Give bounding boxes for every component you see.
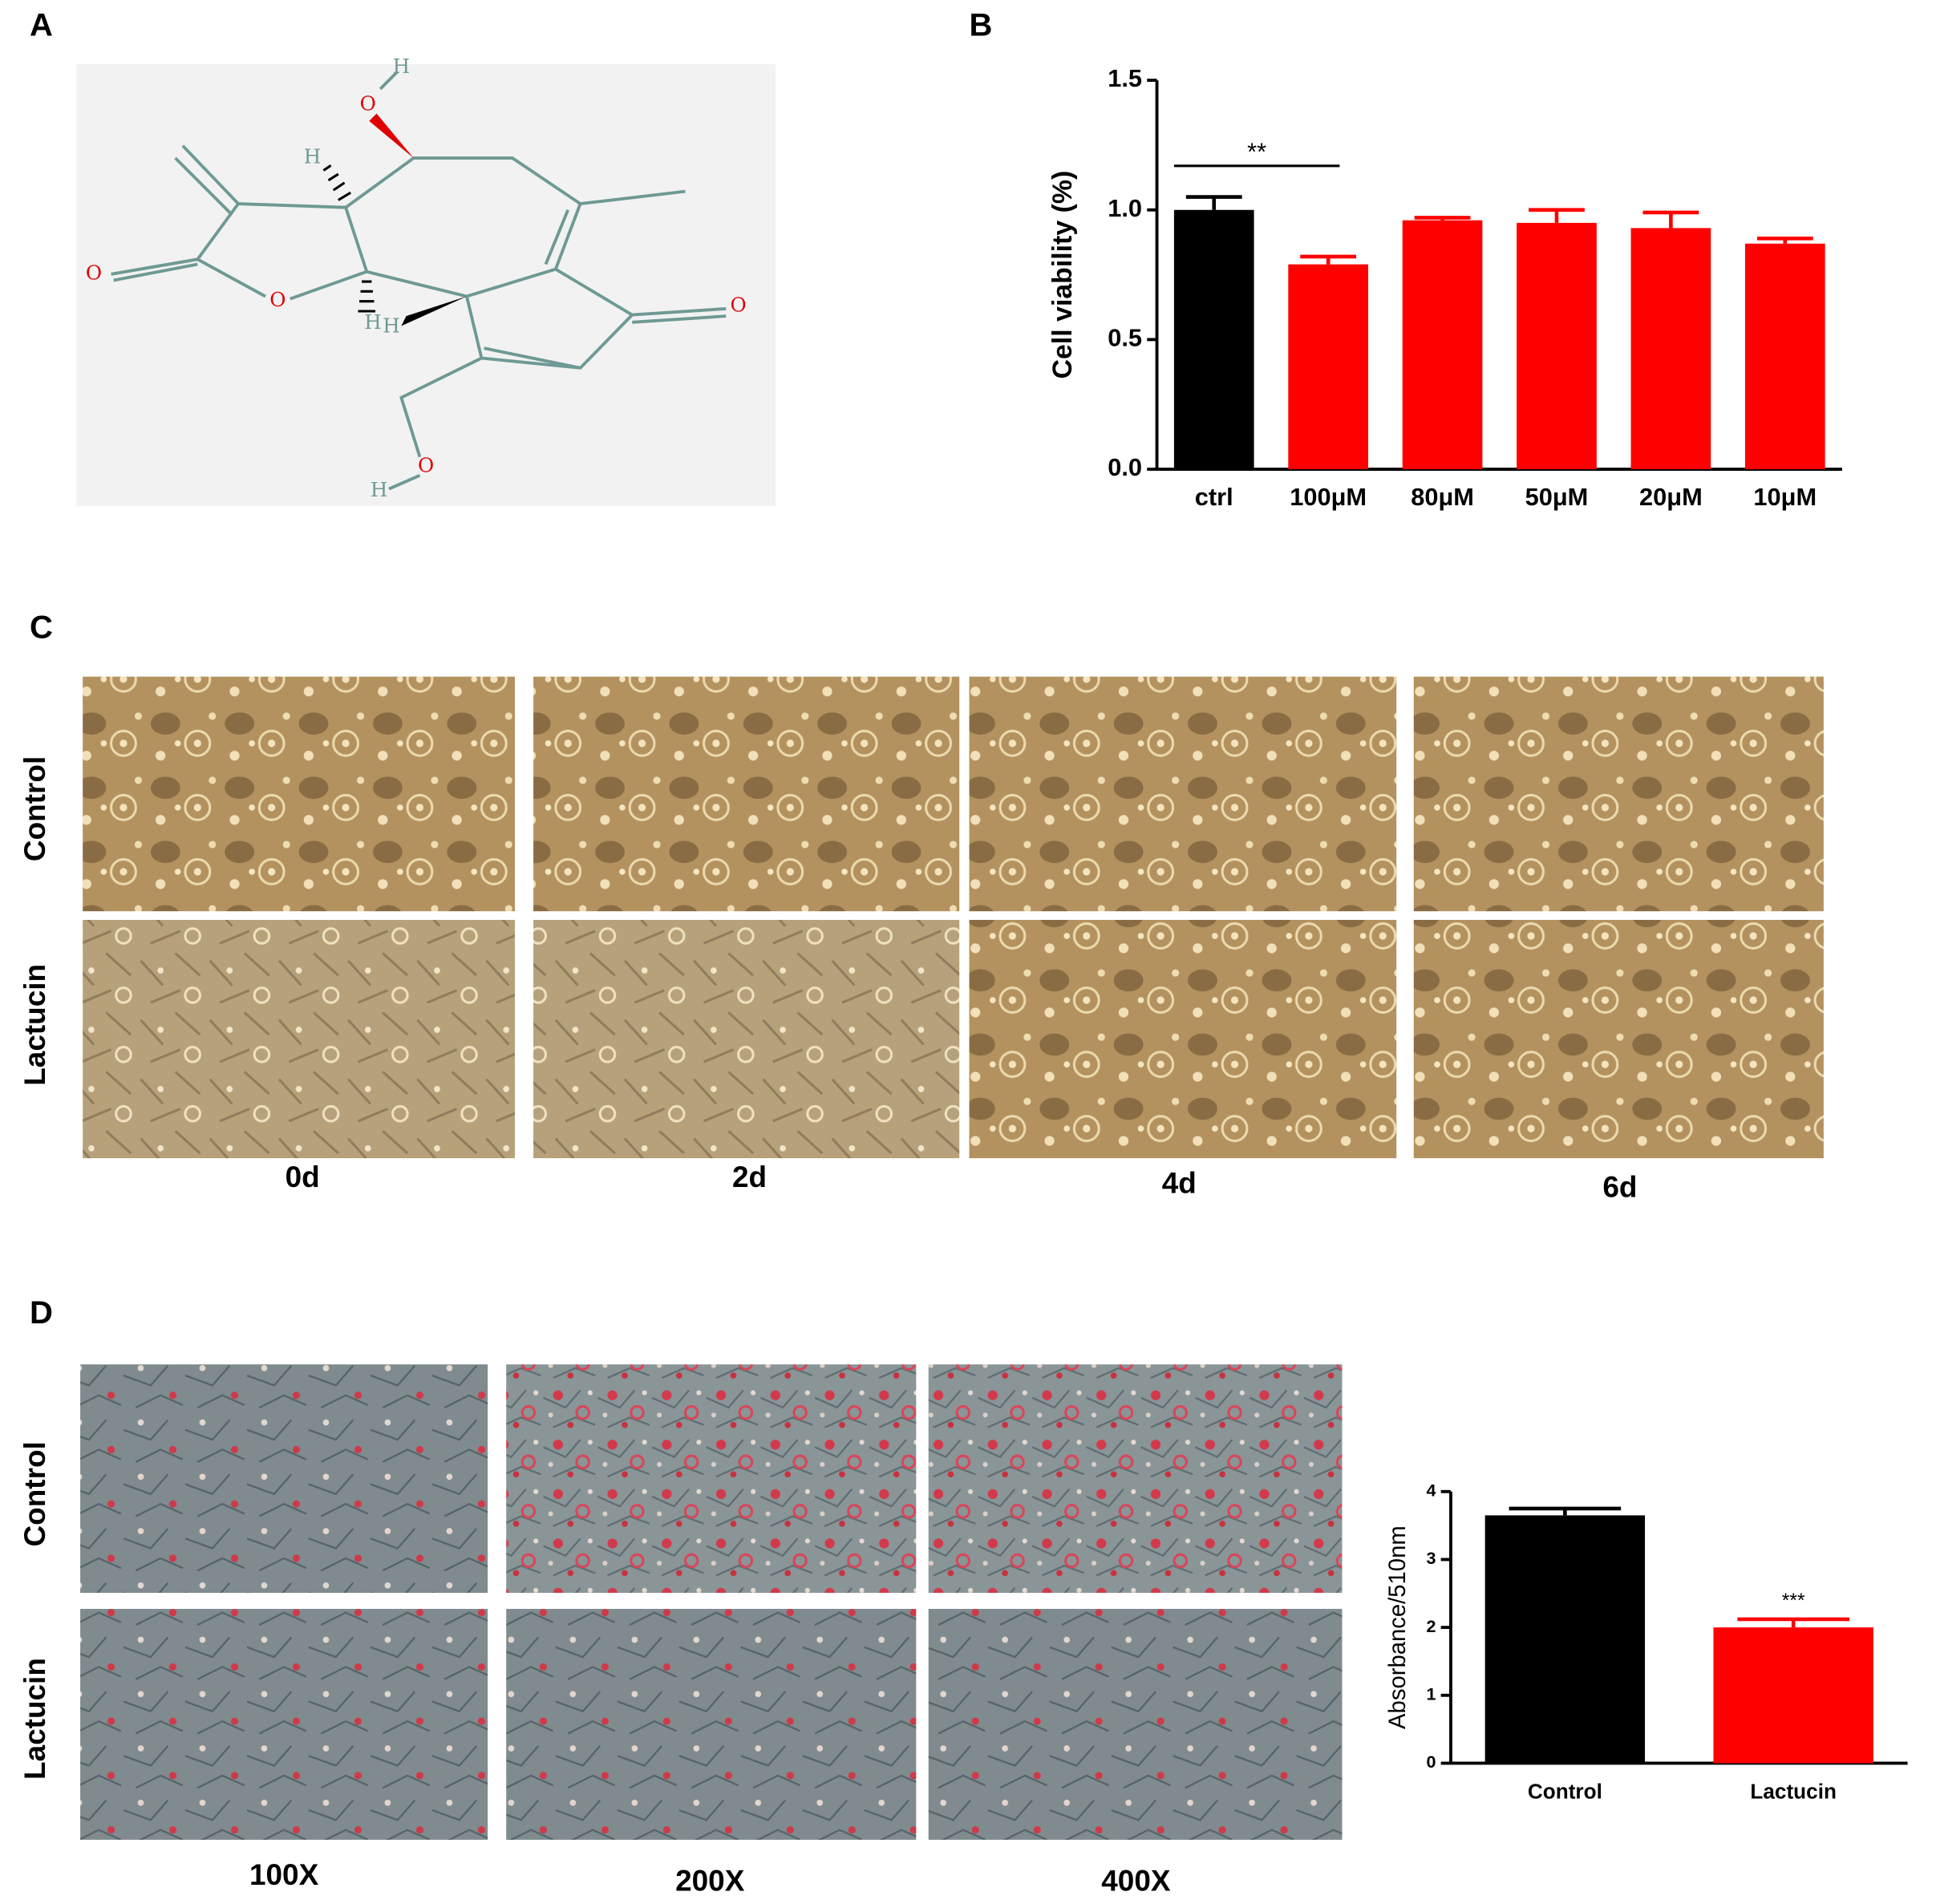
micrograph [1413,919,1824,1159]
micrograph [928,1609,1343,1840]
wedge-bond [369,113,414,159]
column-label: 6d [1602,1170,1637,1203]
y-tick-label: 1 [1427,1683,1436,1703]
column-label: 0d [286,1161,320,1193]
bar [1713,1627,1873,1764]
micrograph [80,1364,488,1594]
panel-label: B [970,7,993,43]
micrograph [533,919,960,1159]
atom-label: H [393,55,410,78]
x-tick-label: ctrl [1195,483,1233,511]
error-bar [1414,216,1471,221]
y-tick-label: 1.0 [1108,194,1142,222]
error-bar [1642,210,1699,229]
bar [1402,220,1483,470]
column-label: 400X [1101,1865,1171,1898]
micrograph [533,676,960,912]
micrograph [83,676,515,912]
x-tick-label: Control [1528,1779,1602,1803]
micrograph [506,1609,917,1840]
bar [1173,209,1254,470]
x-tick-label: 10μM [1753,483,1817,511]
column-label: 200X [675,1865,745,1898]
micrograph [969,919,1397,1159]
error-bar [1529,208,1585,223]
y-tick-label: 0 [1427,1752,1436,1772]
panel-label: C [30,610,53,646]
panel-label: D [30,1295,53,1331]
bar [1744,243,1825,470]
column-label: 4d [1162,1167,1197,1200]
y-tick-label: 4 [1427,1480,1436,1500]
bar [1517,222,1597,470]
atom-label: H [383,314,399,337]
x-tick-label: 100μM [1290,483,1367,511]
atom-label: H [304,145,321,168]
error-bar [1509,1506,1622,1516]
significance-label: ** [1247,138,1266,166]
y-axis-label: Cell viability (%) [1047,171,1078,379]
micrograph [80,1609,488,1840]
atom-label: H [371,478,387,501]
atom-label: O [269,288,286,311]
error-bar [1185,195,1242,210]
x-tick-label: Lactucin [1750,1779,1837,1803]
bar [1484,1515,1646,1764]
micrograph [1413,676,1824,912]
y-tick-label: 0.5 [1108,324,1142,352]
error-bar [1737,1617,1849,1628]
micrograph-grid [80,1364,1343,1840]
x-tick-label: 50μM [1525,483,1589,511]
micrograph [928,1364,1343,1594]
micrograph-grid [83,676,1824,1159]
row-label: Lactucin [18,964,51,1086]
micrograph [969,676,1397,912]
y-tick-label: 2 [1427,1616,1436,1636]
atom-label: O [418,453,434,476]
panel-label: A [30,7,53,43]
row-label: Lactucin [18,1658,51,1780]
y-tick-label: 3 [1427,1548,1436,1568]
row-label: Control [18,756,51,861]
atom-label: H [364,310,381,334]
error-bar [1300,254,1357,265]
micrograph [506,1364,917,1594]
bar [1630,228,1711,470]
y-tick-label: 0.0 [1108,453,1142,481]
bar [1288,264,1369,470]
atom-label: O [86,261,102,284]
atom-label: O [360,91,376,115]
x-tick-label: 20μM [1639,483,1703,511]
row-label: Control [18,1441,51,1546]
hash-bond [322,164,376,313]
molecule-bonds [111,70,727,491]
atom-label: O [731,293,747,316]
error-bar [1756,236,1813,244]
column-label: 100X [249,1858,319,1891]
significance-label: *** [1782,1590,1805,1612]
column-label: 2d [732,1161,767,1193]
x-tick-label: 80μM [1411,483,1474,511]
y-tick-label: 1.5 [1108,64,1142,92]
y-axis-label: Absorbance/510nm [1385,1525,1411,1729]
micrograph [83,919,515,1159]
